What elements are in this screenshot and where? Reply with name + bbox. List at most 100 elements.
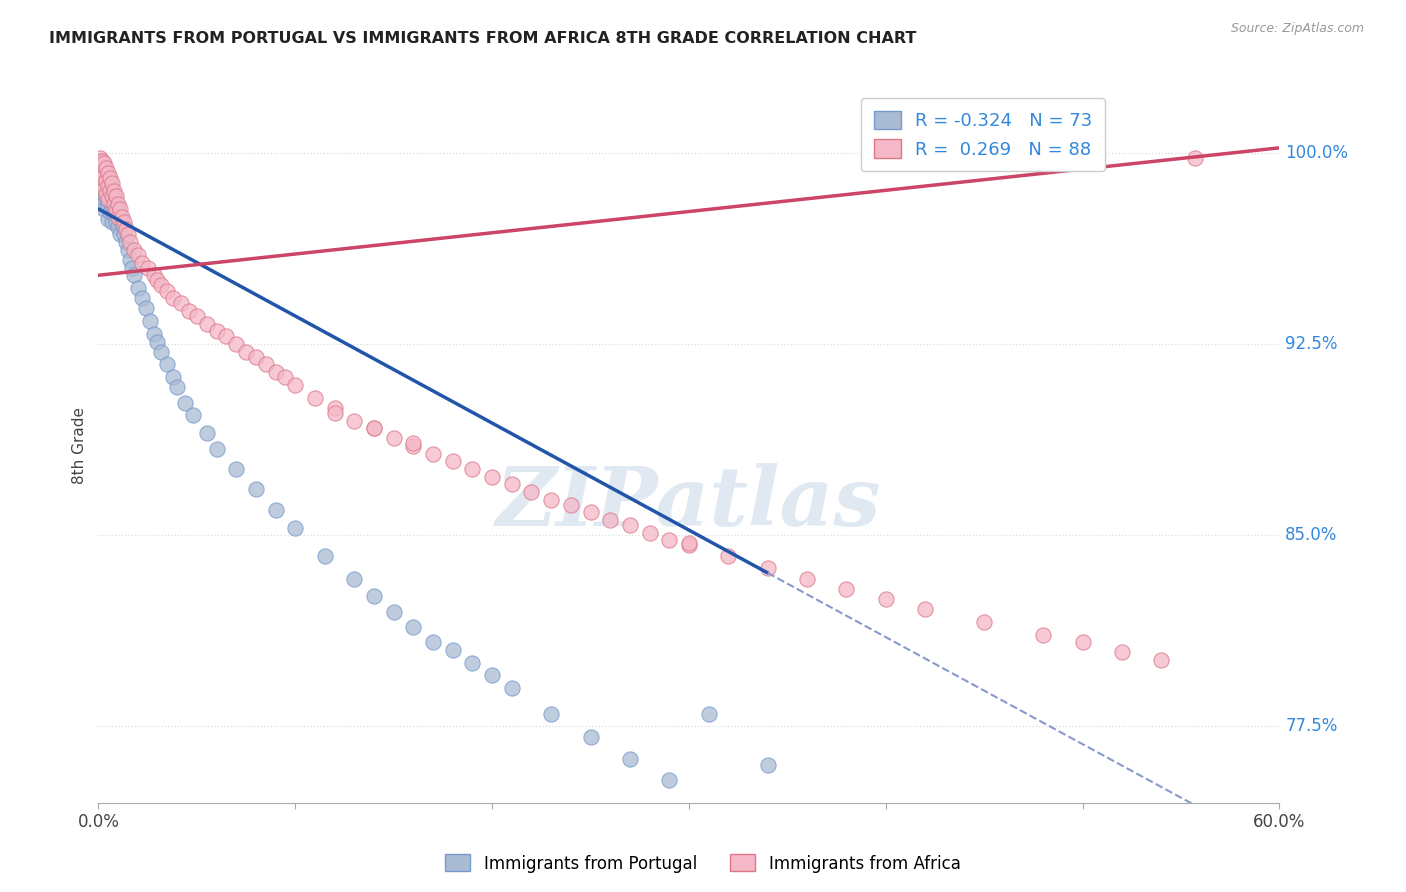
Point	[225, 337, 247, 351]
Point	[481, 668, 503, 682]
Point	[170, 296, 193, 310]
Point	[323, 401, 346, 415]
Point	[914, 602, 936, 616]
Point	[1032, 627, 1054, 641]
Point	[103, 184, 125, 198]
Point	[131, 291, 153, 305]
Point	[1184, 151, 1206, 165]
Point	[107, 219, 129, 234]
Point	[91, 197, 114, 211]
Point	[343, 572, 366, 586]
Point	[875, 591, 897, 606]
Point	[107, 197, 129, 211]
Point	[254, 358, 277, 372]
Text: 100.0%: 100.0%	[1285, 144, 1348, 162]
Point	[93, 186, 115, 201]
Point	[135, 301, 157, 316]
Text: 77.5%: 77.5%	[1285, 717, 1337, 735]
Point	[441, 643, 464, 657]
Point	[205, 324, 228, 338]
Point	[98, 184, 121, 198]
Point	[658, 772, 681, 787]
Point	[162, 291, 184, 305]
Point	[98, 204, 121, 219]
Point	[304, 391, 326, 405]
Point	[93, 169, 115, 183]
Point	[101, 177, 124, 191]
Point	[101, 184, 124, 198]
Point	[579, 730, 602, 744]
Point	[756, 757, 779, 772]
Point	[98, 192, 121, 206]
Point	[540, 706, 562, 721]
Point	[122, 268, 145, 283]
Point	[127, 281, 149, 295]
Point	[382, 605, 405, 619]
Point	[89, 177, 111, 191]
Point	[402, 620, 425, 634]
Point	[127, 248, 149, 262]
Point	[1111, 645, 1133, 659]
Point	[107, 202, 129, 216]
Point	[101, 189, 124, 203]
Legend: Immigrants from Portugal, Immigrants from Africa: Immigrants from Portugal, Immigrants fro…	[439, 847, 967, 880]
Point	[91, 169, 114, 183]
Point	[91, 156, 114, 170]
Point	[156, 358, 179, 372]
Point	[174, 395, 197, 409]
Point	[264, 502, 287, 516]
Point	[97, 184, 120, 198]
Point	[118, 252, 141, 267]
Point	[117, 227, 139, 242]
Point	[264, 365, 287, 379]
Point	[93, 181, 115, 195]
Point	[225, 462, 247, 476]
Point	[638, 525, 661, 540]
Point	[105, 189, 128, 203]
Point	[363, 421, 385, 435]
Point	[363, 421, 385, 435]
Text: ZIPatlas: ZIPatlas	[496, 463, 882, 543]
Point	[697, 706, 720, 721]
Point	[89, 151, 111, 165]
Point	[461, 462, 484, 476]
Point	[108, 227, 131, 242]
Point	[245, 483, 267, 497]
Point	[122, 243, 145, 257]
Point	[166, 380, 188, 394]
Point	[441, 454, 464, 468]
Point	[162, 370, 184, 384]
Text: IMMIGRANTS FROM PORTUGAL VS IMMIGRANTS FROM AFRICA 8TH GRADE CORRELATION CHART: IMMIGRANTS FROM PORTUGAL VS IMMIGRANTS F…	[49, 31, 917, 46]
Point	[107, 210, 129, 224]
Point	[121, 260, 143, 275]
Point	[579, 505, 602, 519]
Point	[146, 334, 169, 349]
Point	[402, 439, 425, 453]
Point	[142, 268, 165, 283]
Point	[284, 520, 307, 534]
Text: Source: ZipAtlas.com: Source: ZipAtlas.com	[1230, 22, 1364, 36]
Point	[97, 192, 120, 206]
Point	[98, 171, 121, 186]
Point	[101, 199, 124, 213]
Point	[101, 215, 124, 229]
Point	[150, 278, 173, 293]
Point	[481, 469, 503, 483]
Point	[103, 207, 125, 221]
Point	[501, 681, 523, 695]
Text: 92.5%: 92.5%	[1285, 335, 1339, 353]
Point	[97, 179, 120, 194]
Point	[108, 202, 131, 216]
Point	[93, 174, 115, 188]
Point	[658, 533, 681, 548]
Point	[89, 161, 111, 176]
Point	[678, 536, 700, 550]
Point	[117, 243, 139, 257]
Point	[205, 442, 228, 456]
Point	[195, 426, 218, 441]
Point	[118, 235, 141, 249]
Point	[97, 171, 120, 186]
Point	[422, 635, 444, 649]
Point	[97, 166, 120, 180]
Point	[619, 752, 641, 766]
